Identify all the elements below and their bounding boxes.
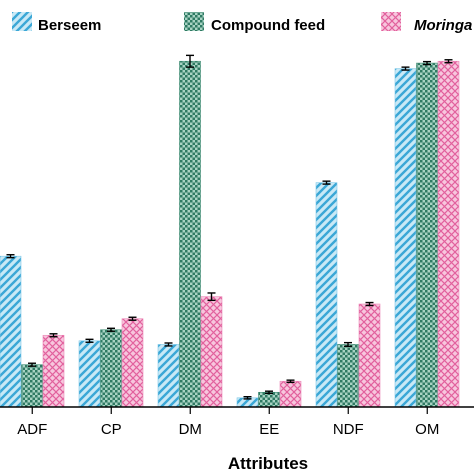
bar-moringa-ndf: [358, 303, 381, 408]
legend-label-berseem: Berseem: [38, 17, 101, 34]
error-bar-berseem-om: [401, 66, 410, 71]
x-tick-label-cp: CP: [101, 421, 122, 438]
error-bar-berseem-ee: [243, 396, 252, 400]
x-ticks: ADF CP DM EE NDF OM: [17, 407, 439, 438]
error-bar-compound-feed-ee: [265, 390, 273, 395]
legend-swatch-berseem: [12, 12, 32, 31]
error-bar-moringa-om: [444, 59, 453, 64]
bar-berseem-ndf: [315, 182, 338, 408]
bar-berseem-cp: [78, 340, 101, 408]
error-bar-moringa-adf: [49, 333, 58, 338]
legend-item-compound-feed: Compound feed: [184, 12, 325, 34]
legend: Berseem Compound feed Moringa: [12, 12, 472, 34]
error-bar-moringa-ee: [286, 379, 295, 384]
error-bar-moringa-cp: [128, 316, 137, 321]
error-bar-compound-feed-cp: [107, 327, 115, 332]
error-bar-berseem-ndf: [322, 180, 331, 185]
error-bar-berseem-dm: [164, 342, 173, 347]
error-bar-compound-feed-om: [423, 60, 431, 66]
x-tick-label-dm: DM: [179, 421, 202, 438]
x-tick-label-ndf: NDF: [333, 421, 364, 438]
legend-item-moringa: Moringa: [381, 12, 472, 34]
legend-label-compound-feed: Compound feed: [211, 17, 325, 34]
bar-moringa-ee: [279, 380, 302, 408]
error-bar-berseem-cp: [85, 338, 94, 343]
legend-swatch-moringa: [381, 12, 401, 31]
bar-moringa-adf: [42, 334, 65, 408]
bar-compound-feed-om: [416, 62, 438, 408]
bar-berseem-adf: [0, 255, 22, 408]
error-bar-moringa-ndf: [365, 301, 374, 307]
bar-moringa-dm: [200, 296, 223, 408]
bar-moringa-cp: [121, 318, 144, 408]
x-axis-title: Attributes: [228, 454, 308, 473]
legend-swatch-compound-feed: [184, 12, 204, 31]
bar-compound-feed-ee: [258, 391, 280, 408]
bar-compound-feed-dm: [179, 60, 201, 408]
error-bar-compound-feed-ndf: [344, 341, 352, 348]
bar-berseem-om: [394, 68, 417, 408]
bar-berseem-dm: [157, 344, 180, 408]
x-tick-label-om: OM: [415, 421, 439, 438]
legend-item-berseem: Berseem: [12, 12, 101, 34]
x-tick-label-ee: EE: [259, 421, 279, 438]
error-bar-berseem-adf: [6, 254, 15, 259]
error-bar-compound-feed-dm: [186, 54, 194, 68]
bar-compound-feed-ndf: [337, 344, 359, 408]
x-tick-label-adf: ADF: [17, 421, 47, 438]
error-bar-moringa-dm: [207, 292, 216, 302]
bars-group: [0, 60, 460, 408]
legend-label-moringa: Moringa: [414, 17, 472, 34]
bar-compound-feed-cp: [100, 329, 122, 408]
bar-moringa-om: [437, 60, 460, 408]
error-bar-compound-feed-adf: [28, 362, 36, 367]
bar-compound-feed-adf: [21, 364, 43, 408]
error-bars-group: [6, 54, 453, 400]
